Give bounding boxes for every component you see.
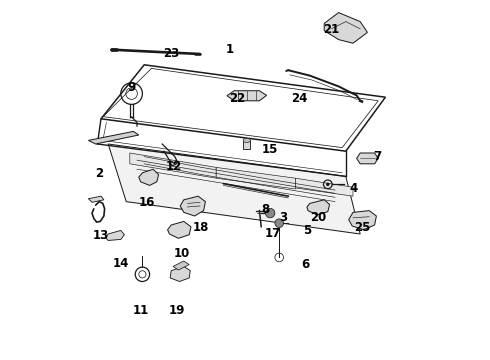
Text: 14: 14 — [113, 257, 129, 270]
Polygon shape — [88, 131, 139, 144]
Text: 17: 17 — [265, 227, 281, 240]
Circle shape — [326, 183, 330, 186]
Text: 21: 21 — [323, 23, 340, 36]
Polygon shape — [130, 153, 216, 178]
Text: 25: 25 — [354, 221, 370, 234]
Polygon shape — [216, 167, 295, 189]
Ellipse shape — [243, 138, 250, 143]
Text: 24: 24 — [291, 92, 307, 105]
Polygon shape — [168, 221, 191, 238]
Text: 11: 11 — [132, 304, 149, 317]
Polygon shape — [243, 140, 250, 149]
Polygon shape — [357, 153, 378, 164]
Polygon shape — [139, 169, 159, 185]
Text: 8: 8 — [261, 203, 270, 216]
Polygon shape — [295, 178, 353, 196]
Text: 22: 22 — [229, 93, 245, 105]
Text: 13: 13 — [93, 229, 109, 242]
Text: 4: 4 — [349, 183, 358, 195]
Polygon shape — [108, 144, 360, 234]
Text: 19: 19 — [169, 304, 185, 317]
Text: 5: 5 — [303, 224, 311, 237]
Polygon shape — [180, 196, 205, 216]
Polygon shape — [227, 91, 267, 101]
Polygon shape — [105, 230, 124, 240]
Text: 23: 23 — [163, 47, 179, 60]
Text: 20: 20 — [310, 211, 326, 224]
Polygon shape — [349, 211, 376, 230]
Text: 10: 10 — [174, 247, 190, 260]
Polygon shape — [170, 266, 190, 282]
Text: 7: 7 — [373, 150, 381, 163]
Polygon shape — [324, 13, 368, 43]
Text: 2: 2 — [95, 167, 103, 180]
Text: 18: 18 — [193, 221, 209, 234]
Text: 12: 12 — [166, 160, 182, 173]
Text: 3: 3 — [279, 211, 287, 224]
Text: 6: 6 — [301, 258, 309, 271]
Text: 1: 1 — [225, 43, 233, 56]
Polygon shape — [173, 261, 189, 270]
Text: 9: 9 — [127, 81, 136, 94]
Polygon shape — [88, 196, 104, 202]
Circle shape — [275, 219, 284, 228]
Circle shape — [266, 208, 275, 218]
Text: 15: 15 — [261, 143, 277, 156]
Polygon shape — [307, 200, 330, 215]
Text: 16: 16 — [139, 196, 155, 209]
